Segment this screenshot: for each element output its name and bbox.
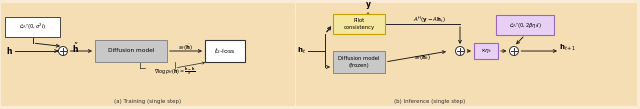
Text: $\mathcal{CN}(0,\sigma^2 I)$: $\mathcal{CN}(0,\sigma^2 I)$	[19, 22, 46, 32]
Text: $\ell_2$-loss: $\ell_2$-loss	[214, 46, 236, 56]
Bar	[205, 40, 245, 62]
Text: $A^H(\mathbf{y}-A\mathbf{h}_t)$: $A^H(\mathbf{y}-A\mathbf{h}_t)$	[413, 15, 447, 25]
Text: $\tilde{\mathbf{h}}$: $\tilde{\mathbf{h}}$	[72, 41, 79, 55]
Text: $\times\eta_t$: $\times\eta_t$	[480, 47, 492, 55]
Text: $s_\theta(\tilde{\mathbf{h}})$: $s_\theta(\tilde{\mathbf{h}})$	[179, 43, 193, 53]
Bar	[95, 40, 167, 62]
Bar	[5, 17, 60, 37]
Text: $\mathbf{h}_{t+1}$: $\mathbf{h}_{t+1}$	[559, 43, 577, 53]
Text: Diffusion model
(frozen): Diffusion model (frozen)	[339, 56, 380, 68]
Bar	[1, 3, 295, 106]
Text: $\mathbf{h}$: $\mathbf{h}$	[6, 45, 12, 56]
Bar	[296, 3, 637, 106]
Text: (b) Inference (single step): (b) Inference (single step)	[394, 100, 466, 105]
Text: $\mathcal{CN}(0,2\beta\eta_t I)$: $\mathcal{CN}(0,2\beta\eta_t I)$	[509, 20, 541, 30]
Bar	[333, 51, 385, 73]
Text: $\mathbf{h}_t$: $\mathbf{h}_t$	[298, 46, 307, 56]
Circle shape	[509, 47, 518, 55]
Text: $\nabla\log p_H(\tilde{\mathbf{h}})=\frac{\mathbf{h}-\tilde{\mathbf{h}}}{\sigma}: $\nabla\log p_H(\tilde{\mathbf{h}})=\fra…	[154, 66, 196, 77]
Bar	[333, 14, 385, 34]
Bar	[474, 43, 498, 59]
Text: $\mathbf{y}$: $\mathbf{y}$	[365, 1, 371, 12]
Text: $s_\theta(\mathbf{h}_t)$: $s_\theta(\mathbf{h}_t)$	[413, 54, 430, 62]
Text: Diffusion model: Diffusion model	[108, 49, 154, 54]
Text: Pilot
consistency: Pilot consistency	[344, 18, 374, 30]
Circle shape	[58, 47, 67, 55]
Text: (a) Training (single step): (a) Training (single step)	[115, 100, 182, 105]
Bar	[496, 15, 554, 35]
Circle shape	[456, 47, 465, 55]
